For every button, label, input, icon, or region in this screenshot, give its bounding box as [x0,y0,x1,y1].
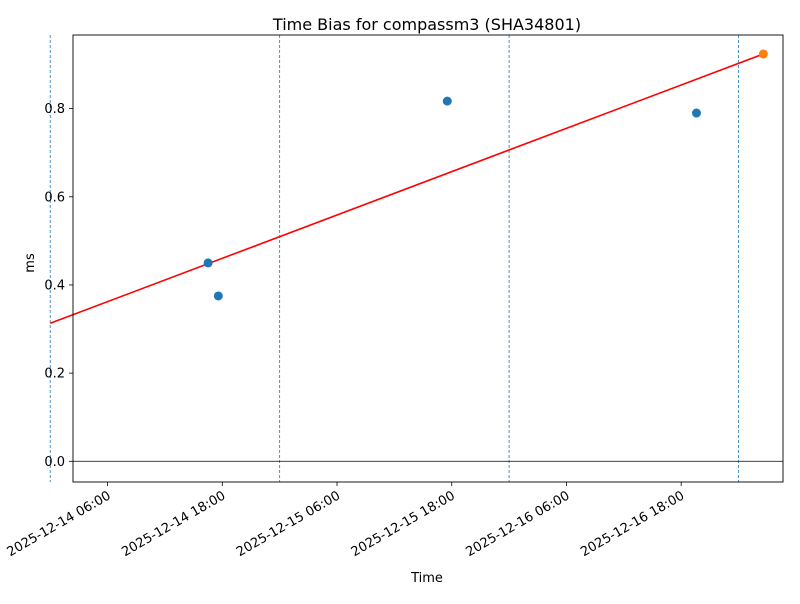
y-axis-ticks: 0.0 0.2 0.4 0.6 0.8 [44,102,73,470]
data-point [442,96,452,106]
trend-line-layer [49,53,764,325]
x-tick-label: 2025-12-14 06:00 [5,488,114,560]
y-axis-title: ms [23,253,38,273]
y-tick-label: 0.0 [44,455,65,470]
x-tick-label: 2025-12-15 18:00 [349,488,458,560]
data-point [691,108,701,118]
x-tick-label: 2025-12-14 18:00 [119,488,228,560]
trend-line [49,53,764,325]
x-tick-label: 2025-12-16 06:00 [464,488,573,560]
day-boundary-lines [49,35,739,482]
x-axis-ticks: 2025-12-14 06:00 2025-12-14 18:00 2025-12-… [5,482,687,560]
chart-title: Time Bias for compassm3 (SHA34801) [272,15,581,34]
data-points-layer [203,49,768,301]
data-point [213,291,223,301]
y-tick-label: 0.2 [44,367,65,382]
x-axis-title: Time [410,571,443,586]
latest-data-point [758,49,768,59]
y-tick-label: 0.4 [44,278,65,293]
y-tick-label: 0.6 [44,190,65,205]
x-tick-label: 2025-12-15 06:00 [234,488,343,560]
plot-area-frame [72,34,784,483]
data-point [203,258,213,268]
y-tick-label: 0.8 [44,102,65,117]
x-tick-label: 2025-12-16 18:00 [578,488,687,560]
